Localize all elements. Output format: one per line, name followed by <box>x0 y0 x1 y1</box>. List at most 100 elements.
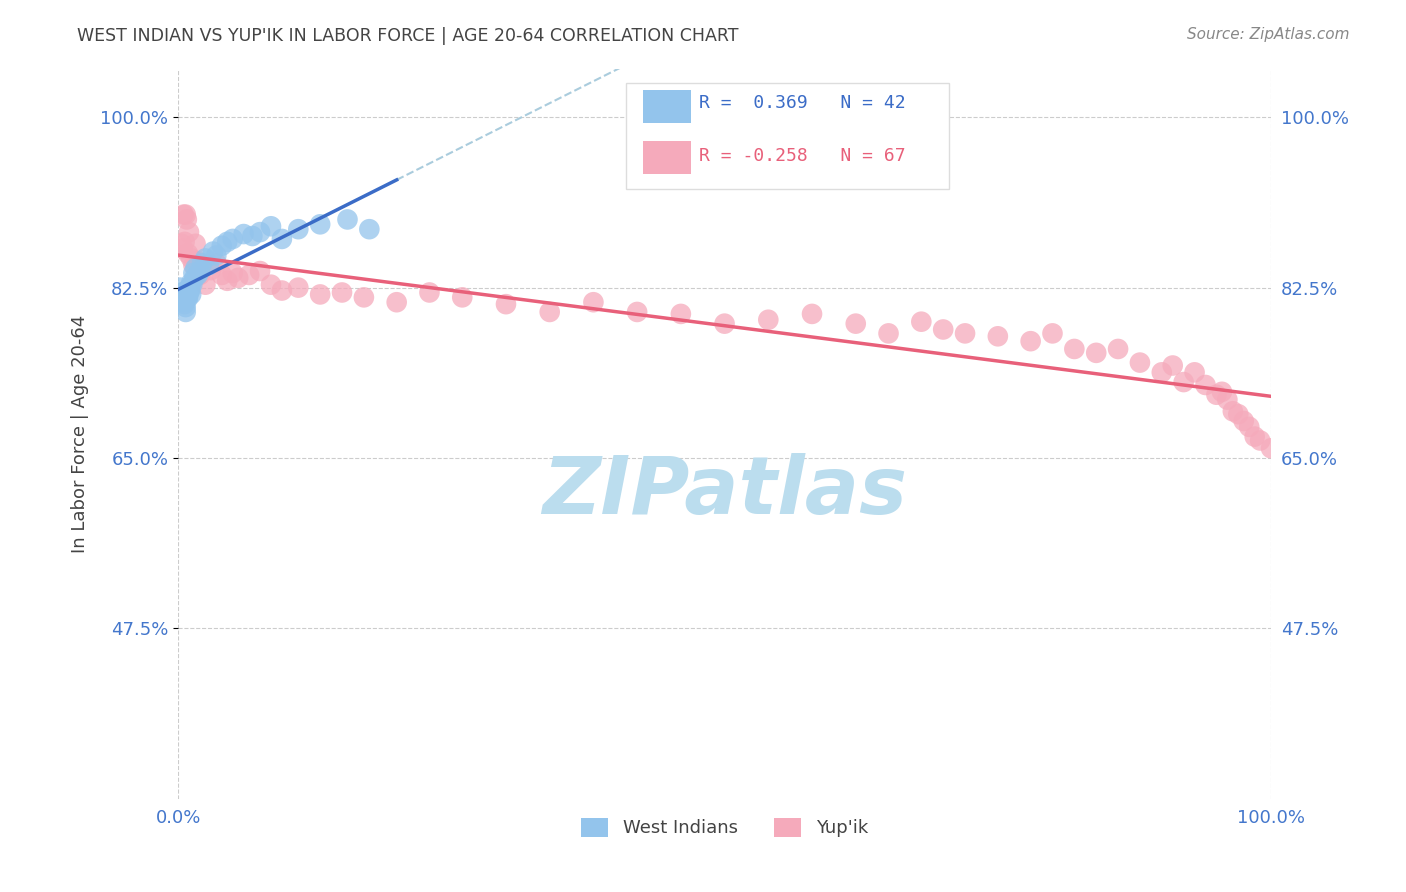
Point <box>200 263 222 277</box>
Point <box>845 317 868 331</box>
Point <box>197 258 219 272</box>
FancyBboxPatch shape <box>626 83 949 189</box>
Point <box>187 254 209 268</box>
Point <box>176 284 198 298</box>
Point <box>211 238 233 252</box>
Point <box>336 212 359 227</box>
Point <box>217 235 239 249</box>
Point <box>260 219 283 234</box>
Point <box>910 315 932 329</box>
Point <box>359 222 381 236</box>
Point <box>1150 365 1173 379</box>
Point <box>211 268 233 282</box>
Text: WEST INDIAN VS YUP'IK IN LABOR FORCE | AGE 20-64 CORRELATION CHART: WEST INDIAN VS YUP'IK IN LABOR FORCE | A… <box>77 27 738 45</box>
Point <box>1249 434 1271 448</box>
Point <box>271 284 294 298</box>
Point <box>495 297 517 311</box>
Point <box>170 285 193 300</box>
Legend: West Indians, Yup'ik: West Indians, Yup'ik <box>574 811 875 845</box>
Point <box>177 291 200 305</box>
Point <box>1243 429 1265 443</box>
Point <box>173 293 195 308</box>
Point <box>169 280 191 294</box>
Point <box>669 307 692 321</box>
Point <box>180 287 202 301</box>
Point <box>194 277 217 292</box>
Point <box>242 229 264 244</box>
Point <box>191 261 214 276</box>
Point <box>173 297 195 311</box>
Point <box>222 232 245 246</box>
Point <box>172 242 194 256</box>
Point <box>176 287 198 301</box>
Point <box>174 300 197 314</box>
Point <box>249 264 271 278</box>
Text: R = -0.258   N = 67: R = -0.258 N = 67 <box>699 147 905 165</box>
Point <box>226 271 249 285</box>
Point <box>713 317 735 331</box>
Point <box>932 322 955 336</box>
Point <box>260 277 283 292</box>
Point <box>187 268 209 282</box>
Point <box>205 248 228 262</box>
Point <box>309 287 332 301</box>
Point <box>1063 342 1085 356</box>
Point <box>177 289 200 303</box>
Point <box>582 295 605 310</box>
Point <box>1216 392 1239 407</box>
Point <box>801 307 824 321</box>
Point <box>330 285 353 300</box>
Point <box>1161 359 1184 373</box>
Point <box>1184 365 1206 379</box>
Point <box>173 295 195 310</box>
Point <box>177 225 200 239</box>
Point <box>177 285 200 300</box>
Point <box>756 312 779 326</box>
Point <box>1233 414 1256 428</box>
Point <box>177 246 200 260</box>
Point <box>170 236 193 251</box>
Point <box>1227 407 1250 421</box>
Point <box>222 266 245 280</box>
Point <box>1173 375 1195 389</box>
Point <box>177 282 200 296</box>
FancyBboxPatch shape <box>643 141 690 175</box>
Point <box>1211 384 1233 399</box>
Point <box>1042 326 1064 341</box>
Point <box>181 277 204 292</box>
Point <box>1194 378 1216 392</box>
Point <box>202 244 225 259</box>
Point <box>1205 388 1227 402</box>
Point <box>173 290 195 304</box>
Point <box>183 258 205 272</box>
Point <box>287 222 309 236</box>
Text: ZIPatlas: ZIPatlas <box>543 453 907 531</box>
Point <box>1260 442 1282 456</box>
Point <box>176 212 198 227</box>
Y-axis label: In Labor Force | Age 20-64: In Labor Force | Age 20-64 <box>72 315 89 553</box>
Point <box>232 227 254 241</box>
Point <box>249 225 271 239</box>
Point <box>309 217 332 231</box>
Point <box>1222 404 1244 418</box>
Point <box>173 235 195 249</box>
Point <box>626 305 648 319</box>
Point <box>538 305 561 319</box>
Point <box>179 284 201 298</box>
Point <box>287 280 309 294</box>
FancyBboxPatch shape <box>643 90 690 123</box>
Point <box>1107 342 1129 356</box>
Point <box>1085 346 1108 360</box>
Point <box>418 285 440 300</box>
Point <box>953 326 976 341</box>
Point <box>191 256 214 270</box>
Point <box>183 271 205 285</box>
Text: R =  0.369   N = 42: R = 0.369 N = 42 <box>699 94 905 112</box>
Point <box>188 264 211 278</box>
Point <box>184 261 207 276</box>
Point <box>877 326 900 341</box>
Point <box>1239 420 1261 434</box>
Point <box>987 329 1010 343</box>
Point <box>1129 355 1152 369</box>
Point <box>173 208 195 222</box>
